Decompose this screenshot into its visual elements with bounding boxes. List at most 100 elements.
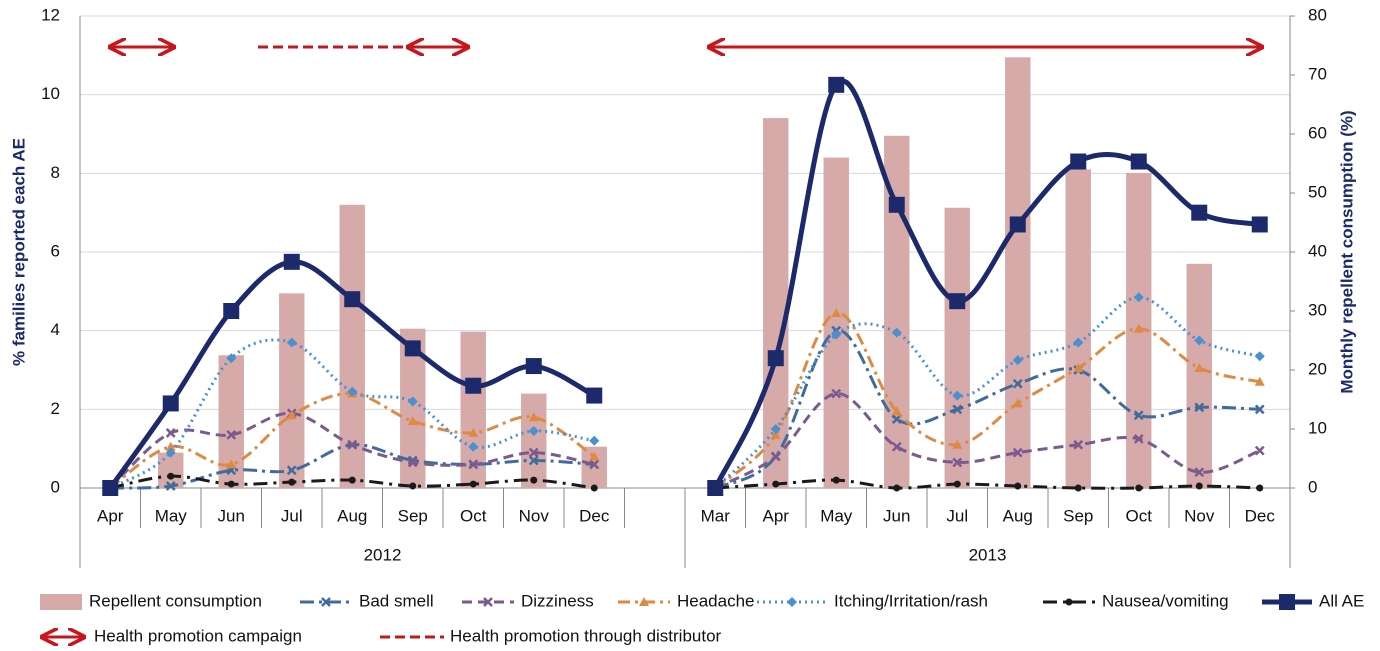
marker (227, 480, 235, 488)
marker (465, 377, 482, 394)
marker (348, 476, 356, 484)
legend-label: Health promotion campaign (94, 626, 302, 645)
marker (952, 390, 963, 401)
marker (586, 387, 603, 404)
marker (1133, 433, 1144, 444)
y2-tick-label: 50 (1308, 182, 1327, 201)
x-tick-label: Sep (398, 506, 428, 525)
y-tick-label: 10 (41, 84, 60, 103)
y-tick-label: 0 (51, 477, 60, 496)
marker (528, 412, 539, 422)
marker (589, 451, 600, 461)
marker (162, 395, 179, 412)
marker (1012, 355, 1023, 366)
marker (165, 428, 176, 438)
line (714, 329, 1260, 490)
marker (1073, 337, 1084, 348)
marker (589, 435, 600, 446)
line (715, 478, 1260, 490)
marker (831, 388, 842, 399)
marker (828, 76, 845, 93)
marker (891, 327, 902, 338)
y2-tick-label: 40 (1308, 241, 1327, 260)
x-tick-label: Jun (218, 506, 245, 525)
marker (831, 329, 842, 340)
group-label: 2013 (969, 545, 1007, 564)
marker (469, 480, 477, 488)
marker (1195, 482, 1203, 490)
x-tick-label: Jul (946, 506, 968, 525)
bar (823, 157, 849, 488)
marker (1130, 153, 1147, 170)
marker (344, 291, 361, 308)
marker (528, 425, 539, 436)
bar (1186, 263, 1212, 488)
marker (347, 439, 358, 450)
marker (286, 337, 297, 348)
marker (831, 307, 842, 317)
marker (770, 429, 781, 439)
group-label: 2012 (364, 545, 402, 564)
marker (165, 481, 176, 491)
bar (1005, 57, 1031, 489)
marker (283, 253, 300, 270)
marker (1254, 404, 1265, 415)
marker (1194, 363, 1205, 373)
y2-tick-label: 30 (1308, 300, 1327, 319)
marker (1194, 335, 1205, 346)
x-tick-label: Nov (519, 506, 550, 525)
y-tick-label: 2 (51, 399, 60, 418)
legend-marker (639, 597, 649, 606)
marker (891, 406, 902, 416)
x-tick-label: Nov (1184, 506, 1215, 525)
marker (102, 480, 119, 496)
marker (589, 459, 600, 470)
marker (1073, 363, 1084, 373)
marker (891, 441, 902, 452)
y2-tick-label: 70 (1308, 64, 1327, 83)
y-tick-label: 8 (51, 163, 60, 182)
marker (893, 484, 901, 492)
y-axis-label: % families reported each AE (9, 138, 28, 366)
bar (279, 293, 305, 488)
line (109, 411, 595, 490)
marker (1135, 484, 1143, 492)
y2-axis-label: Monthly repellent consumption (%) (1337, 110, 1356, 393)
marker (525, 358, 542, 375)
x-tick-label: Apr (763, 506, 790, 525)
marker (226, 353, 237, 364)
marker (953, 480, 961, 488)
x-tick-label: May (820, 506, 853, 525)
legend-marker (787, 597, 797, 607)
x-tick-label: Jun (883, 506, 910, 525)
marker (226, 430, 237, 440)
marker (407, 457, 418, 468)
marker (409, 482, 417, 490)
x-tick-label: Aug (1003, 506, 1033, 525)
y2-tick-label: 80 (1308, 5, 1327, 24)
marker (1194, 402, 1205, 413)
marker (952, 404, 963, 415)
marker (949, 293, 966, 310)
legend-label: Health promotion through distributor (450, 626, 722, 645)
marker (226, 459, 237, 469)
legend-label: Repellent consumption (89, 591, 262, 610)
marker (1012, 447, 1023, 458)
marker (286, 410, 297, 420)
bar (884, 135, 910, 488)
line (714, 295, 1261, 490)
bar (339, 204, 365, 489)
marker (165, 441, 176, 451)
marker (1256, 484, 1264, 492)
legend-label: Itching/Irritation/rash (834, 591, 988, 610)
legend-label: All AE (1319, 591, 1364, 610)
marker (832, 476, 840, 484)
y2-tick-label: 10 (1308, 418, 1327, 437)
marker (1254, 351, 1265, 362)
marker (1012, 398, 1023, 408)
marker (347, 386, 358, 397)
y2-tick-label: 0 (1308, 477, 1317, 496)
legend-marker (321, 597, 331, 607)
marker (1074, 484, 1082, 492)
